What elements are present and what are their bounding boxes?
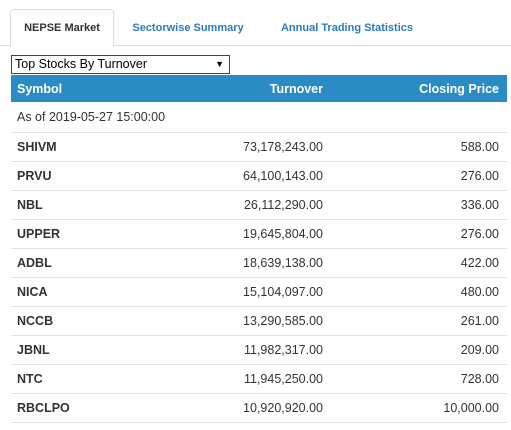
cell-symbol: NTC — [17, 372, 43, 386]
cell-symbol: UPPER — [17, 227, 61, 241]
cell-closing-price: 728.00 — [460, 372, 499, 386]
cell-closing-price: 480.00 — [460, 285, 499, 299]
table-row: NBL 26,112,290.00 336.00 — [11, 191, 507, 220]
cell-symbol: NCCB — [17, 314, 54, 328]
cell-symbol: NBL — [17, 198, 43, 212]
stocks-table: Symbol Turnover Closing Price As of 2019… — [11, 75, 507, 423]
header-closing-price: Closing Price — [419, 81, 499, 96]
cell-closing-price: 336.00 — [460, 198, 499, 212]
cell-turnover: 18,639,138.00 — [243, 256, 323, 270]
table-row: RBCLPO 10,920,920.00 10,000.00 — [11, 394, 507, 423]
table-row: NICA 15,104,097.00 480.00 — [11, 278, 507, 307]
cell-closing-price: 276.00 — [460, 169, 499, 183]
cell-closing-price: 276.00 — [460, 227, 499, 241]
cell-turnover: 19,645,804.00 — [243, 227, 323, 241]
table-row: UPPER 19,645,804.00 276.00 — [11, 220, 507, 249]
cell-turnover: 73,178,243.00 — [243, 140, 323, 154]
table-row: ADBL 18,639,138.00 422.00 — [11, 249, 507, 278]
cell-closing-price: 588.00 — [460, 140, 499, 154]
table-body: SHIVM 73,178,243.00 588.00 PRVU 64,100,1… — [11, 133, 507, 423]
stocks-selector-value: Top Stocks By Turnover — [15, 57, 148, 71]
cell-closing-price: 422.00 — [460, 256, 499, 270]
cell-turnover: 11,982,317.00 — [243, 343, 323, 357]
cell-turnover: 64,100,143.00 — [243, 169, 323, 183]
cell-symbol: RBCLPO — [17, 401, 70, 415]
cell-closing-price: 10,000.00 — [443, 401, 499, 415]
cell-turnover: 15,104,097.00 — [243, 285, 323, 299]
cell-turnover: 11,945,250.00 — [243, 372, 323, 386]
table-header: Symbol Turnover Closing Price — [11, 75, 507, 102]
table-row: SHIVM 73,178,243.00 588.00 — [11, 133, 507, 162]
cell-closing-price: 261.00 — [460, 314, 499, 328]
tab-nepse-market[interactable]: NEPSE Market — [10, 9, 114, 47]
tab-annual-trading-statistics[interactable]: Annual Trading Statistics — [280, 21, 414, 34]
dropdown-arrow-icon: ▼ — [215, 59, 224, 69]
table-row: PRVU 64,100,143.00 276.00 — [11, 162, 507, 191]
cell-closing-price: 209.00 — [460, 343, 499, 357]
table-row: JBNL 11,982,317.00 209.00 — [11, 336, 507, 365]
table-row: NCCB 13,290,585.00 261.00 — [11, 307, 507, 336]
cell-turnover: 13,290,585.00 — [243, 314, 323, 328]
cell-turnover: 26,112,290.00 — [243, 198, 323, 212]
stocks-selector[interactable]: Top Stocks By Turnover ▼ — [11, 55, 230, 74]
cell-symbol: PRVU — [17, 169, 52, 183]
header-symbol: Symbol — [17, 81, 63, 96]
cell-symbol: JBNL — [17, 343, 50, 357]
cell-turnover: 10,920,920.00 — [243, 401, 323, 415]
as-of-timestamp: As of 2019-05-27 15:00:00 — [11, 102, 507, 133]
tab-bar: NEPSE Market Sectorwise Summary Annual T… — [0, 0, 511, 47]
cell-symbol: ADBL — [17, 256, 52, 270]
table-row: NTC 11,945,250.00 728.00 — [11, 365, 507, 394]
cell-symbol: NICA — [17, 285, 48, 299]
cell-symbol: SHIVM — [17, 140, 57, 154]
header-turnover: Turnover — [269, 81, 323, 96]
tab-sectorwise-summary[interactable]: Sectorwise Summary — [132, 21, 244, 34]
